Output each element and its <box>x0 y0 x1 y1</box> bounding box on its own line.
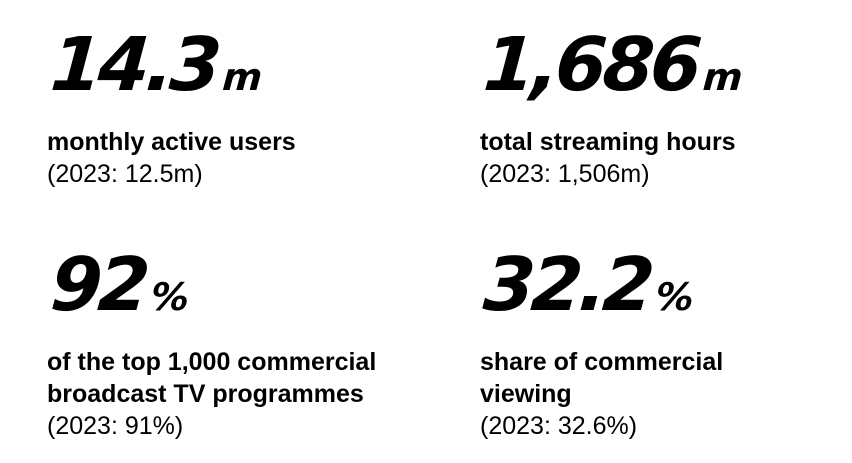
stat-number: 14.3 <box>47 22 221 108</box>
stat-label: share of commercial viewing <box>480 346 723 410</box>
stat-label-line: of the top 1,000 commercial <box>47 348 377 376</box>
stat-value: 92% <box>47 242 383 340</box>
stat-label-line: share of commercial <box>480 348 724 376</box>
stat-number: 1,686 <box>480 22 701 108</box>
stat-prior-year: (2023: 91%) <box>47 412 184 440</box>
stat-total-streaming-hours: 1,686m total streaming hours (2023: 1,50… <box>480 22 744 190</box>
stat-label: of the top 1,000 commercial broadcast TV… <box>47 346 376 410</box>
stat-label: total streaming hours <box>480 128 736 156</box>
stat-number: 32.2 <box>480 242 654 328</box>
stat-value: 14.3m <box>47 22 303 120</box>
stat-unit: % <box>654 275 696 319</box>
stat-value: 32.2% <box>480 242 730 340</box>
stat-label: monthly active users <box>47 128 296 156</box>
stat-top-programmes-share: 92% of the top 1,000 commercial broadcas… <box>47 242 376 442</box>
stat-value: 1,686m <box>480 22 747 120</box>
stat-label-line: broadcast TV programmes <box>47 380 364 408</box>
stat-prior-year: (2023: 12.5m) <box>47 160 203 188</box>
stat-prior-year: (2023: 32.6%) <box>480 412 638 440</box>
stat-prior-year: (2023: 1,506m) <box>480 160 650 188</box>
stat-monthly-active-users: 14.3m monthly active users (2023: 12.5m) <box>47 22 296 190</box>
stat-unit: % <box>149 275 191 319</box>
stat-unit: m <box>701 55 745 99</box>
stat-commercial-viewing-share: 32.2% share of commercial viewing (2023:… <box>480 242 723 442</box>
stat-unit: m <box>221 55 264 99</box>
stat-number: 92 <box>47 242 149 328</box>
stat-label-line: viewing <box>480 380 572 408</box>
